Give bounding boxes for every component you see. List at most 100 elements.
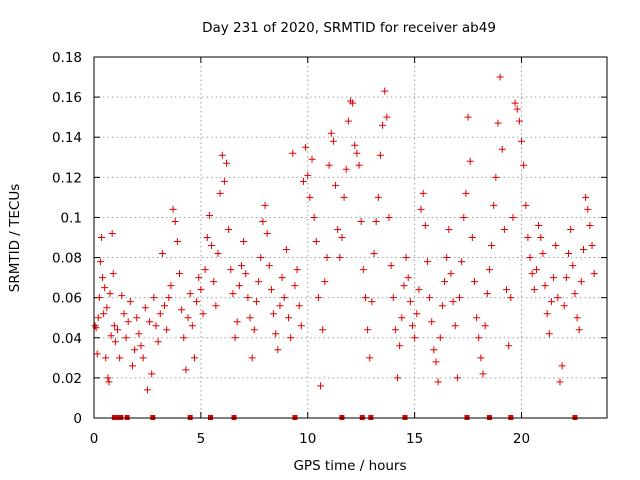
data-point bbox=[344, 117, 352, 125]
data-point bbox=[106, 290, 114, 298]
data-point bbox=[152, 322, 160, 330]
data-point bbox=[436, 334, 444, 342]
data-point bbox=[154, 338, 162, 346]
y-tick-label: 0.1 bbox=[61, 210, 82, 226]
data-point bbox=[201, 266, 209, 274]
data-point bbox=[186, 290, 194, 298]
data-point bbox=[178, 306, 186, 314]
y-tick-label: 0.08 bbox=[52, 251, 82, 267]
data-point bbox=[327, 129, 335, 137]
data-point bbox=[434, 378, 442, 386]
data-point bbox=[203, 234, 211, 241]
data-point bbox=[124, 318, 132, 326]
data-point bbox=[355, 161, 363, 169]
data-point bbox=[96, 258, 104, 266]
data-point bbox=[304, 171, 312, 179]
data-point bbox=[524, 234, 532, 241]
data-point bbox=[278, 274, 286, 282]
data-point bbox=[255, 278, 263, 286]
data-point bbox=[312, 238, 320, 246]
data-point bbox=[227, 266, 235, 274]
data-point bbox=[163, 326, 171, 334]
data-point bbox=[193, 298, 201, 306]
data-point bbox=[270, 310, 278, 318]
data-point bbox=[432, 358, 440, 366]
data-point bbox=[569, 262, 577, 270]
data-point bbox=[317, 382, 325, 390]
data-point bbox=[500, 225, 508, 233]
data-point bbox=[417, 205, 425, 213]
data-point bbox=[376, 151, 384, 159]
data-point bbox=[208, 242, 216, 250]
data-point bbox=[95, 294, 103, 302]
data-point bbox=[451, 322, 459, 330]
data-point bbox=[428, 318, 436, 326]
data-point bbox=[398, 314, 406, 322]
data-point bbox=[110, 322, 118, 330]
data-point bbox=[565, 250, 573, 258]
data-point bbox=[188, 322, 196, 330]
data-point bbox=[496, 73, 504, 81]
data-point bbox=[368, 298, 376, 306]
data-point bbox=[237, 262, 245, 270]
data-point bbox=[381, 87, 389, 95]
data-point bbox=[180, 334, 188, 342]
data-point bbox=[235, 282, 243, 290]
data-point bbox=[404, 274, 412, 282]
x-tick-label: 10 bbox=[299, 431, 316, 447]
data-point bbox=[379, 121, 387, 129]
data-point bbox=[426, 294, 434, 302]
data-point bbox=[116, 354, 124, 362]
data-point bbox=[530, 286, 538, 294]
data-point bbox=[419, 189, 427, 197]
data-point bbox=[176, 270, 183, 278]
data-point bbox=[532, 266, 540, 274]
y-tick-label: 0 bbox=[73, 411, 82, 427]
data-point bbox=[511, 99, 519, 107]
data-point bbox=[539, 250, 547, 258]
data-point bbox=[526, 254, 534, 262]
data-point bbox=[477, 354, 485, 362]
data-point bbox=[259, 217, 267, 225]
data-point bbox=[197, 286, 205, 294]
data-point bbox=[289, 149, 297, 157]
data-point bbox=[94, 314, 102, 322]
data-point bbox=[169, 205, 177, 213]
data-point bbox=[552, 242, 560, 250]
data-point bbox=[545, 330, 553, 338]
x-tick-label: 20 bbox=[513, 431, 530, 447]
data-point bbox=[257, 254, 265, 262]
data-point bbox=[111, 338, 119, 346]
data-point bbox=[308, 155, 316, 163]
data-point bbox=[240, 238, 248, 246]
data-point bbox=[263, 229, 271, 237]
y-tick-label: 0.16 bbox=[52, 90, 82, 106]
data-point bbox=[101, 284, 109, 292]
y-tick-label: 0.14 bbox=[52, 130, 82, 146]
data-point bbox=[314, 294, 322, 302]
data-point bbox=[242, 270, 250, 278]
x-tick-label: 15 bbox=[406, 431, 423, 447]
grid-lines bbox=[94, 57, 607, 418]
data-point bbox=[441, 278, 449, 286]
data-point bbox=[498, 145, 506, 153]
data-point bbox=[400, 282, 408, 290]
data-point bbox=[205, 211, 213, 219]
data-point bbox=[364, 326, 372, 334]
data-point bbox=[560, 302, 568, 310]
data-point bbox=[562, 274, 570, 282]
data-point bbox=[503, 286, 511, 294]
data-point bbox=[167, 282, 175, 290]
data-point bbox=[411, 334, 419, 342]
data-point bbox=[383, 113, 391, 121]
data-point bbox=[470, 278, 478, 286]
data-point bbox=[190, 354, 198, 362]
data-point bbox=[558, 362, 566, 370]
data-point bbox=[310, 213, 318, 221]
data-point bbox=[550, 274, 558, 282]
data-point bbox=[120, 310, 128, 318]
data-point bbox=[387, 262, 395, 270]
data-point bbox=[126, 298, 134, 306]
data-point bbox=[114, 326, 122, 334]
data-point bbox=[340, 193, 348, 201]
